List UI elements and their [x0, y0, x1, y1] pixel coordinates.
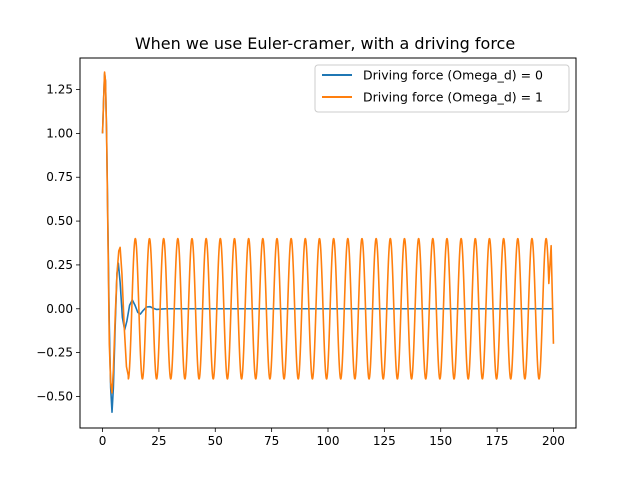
x-tick-label: 200: [542, 434, 565, 448]
chart-title: When we use Euler-cramer, with a driving…: [135, 34, 515, 53]
y-tick-label: −0.50: [36, 389, 73, 403]
x-tick-label: 25: [151, 434, 166, 448]
y-axis-ticks: −0.50 −0.25 0.00 0.25 0.50 0.75 1.00 1.25: [36, 83, 80, 403]
x-tick-label: 75: [264, 434, 279, 448]
y-tick-label: 0.25: [46, 258, 73, 272]
y-tick-label: 0.00: [46, 302, 73, 316]
y-tick-label: 0.50: [46, 214, 73, 228]
x-axis-ticks: 0 25 50 75 100 125 150 175 200: [99, 428, 565, 448]
y-tick-label: 1.00: [46, 126, 73, 140]
legend-label-omega-0: Driving force (Omega_d) = 0: [363, 68, 543, 83]
x-tick-label: 125: [373, 434, 396, 448]
x-tick-label: 50: [208, 434, 223, 448]
x-tick-label: 100: [317, 434, 340, 448]
x-tick-label: 175: [486, 434, 509, 448]
legend-label-omega-1: Driving force (Omega_d) = 1: [363, 90, 543, 105]
x-tick-label: 150: [429, 434, 452, 448]
y-tick-label: 1.25: [46, 83, 73, 97]
legend-box: [314, 64, 570, 113]
series-line-omega-1: [101, 71, 555, 394]
y-tick-label: 0.75: [46, 170, 73, 184]
plot-frame: [79, 57, 577, 429]
legend: Driving force (Omega_d) = 0 Driving forc…: [314, 64, 570, 113]
plot-lines: [101, 71, 555, 414]
x-tick-label: 0: [99, 434, 107, 448]
y-tick-label: −0.25: [36, 346, 73, 360]
